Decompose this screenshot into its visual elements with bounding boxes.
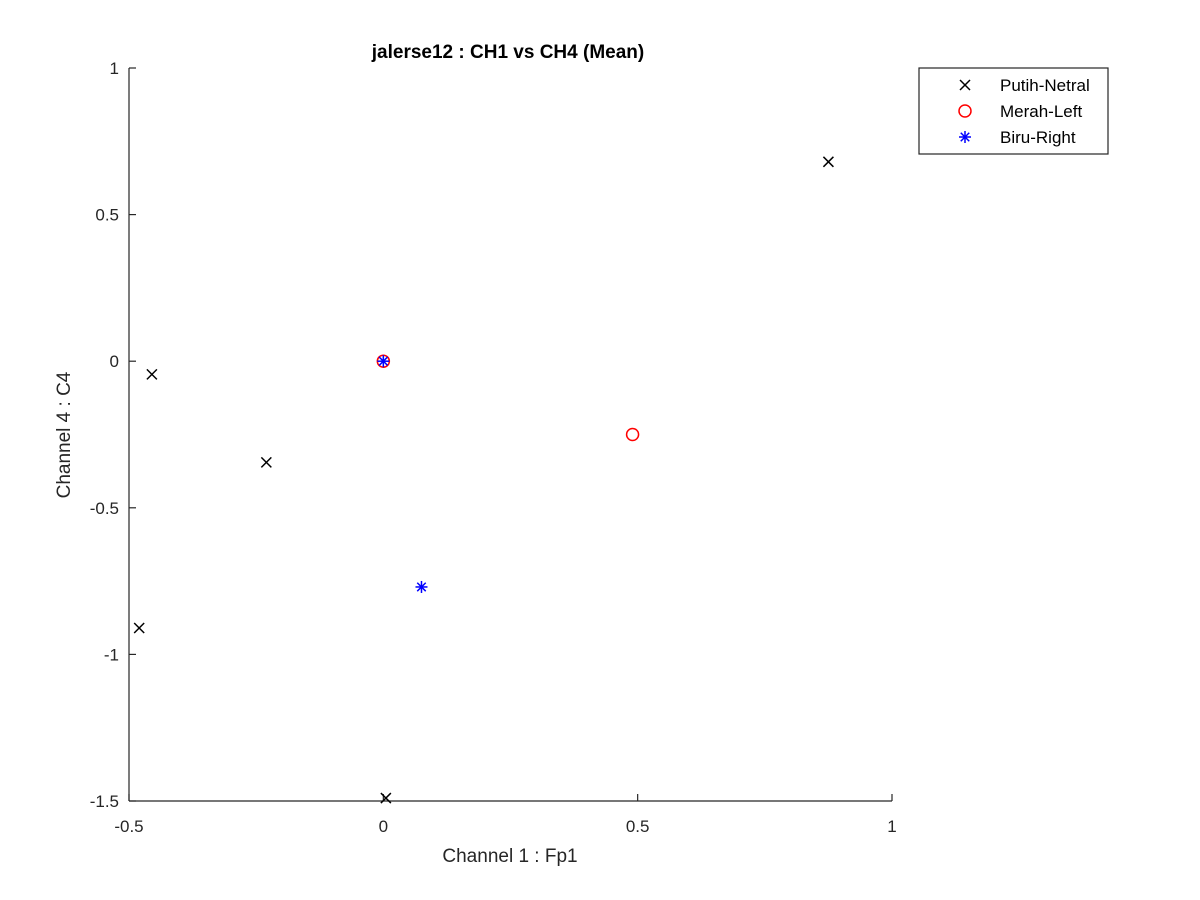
y-tick-label: 0.5 <box>95 206 119 225</box>
legend-marker-putih-netral <box>959 79 971 91</box>
legend: Putih-Netral Merah-Left Biru-Right <box>918 67 1109 155</box>
data-point-biru-right <box>377 355 390 368</box>
y-tick-label: 1 <box>110 59 119 78</box>
data-point-merah-left <box>625 427 640 442</box>
axes <box>128 68 892 802</box>
y-tick-label: 0 <box>110 352 119 371</box>
chart-title: jalerse12 : CH1 vs CH4 (Mean) <box>371 42 644 63</box>
ticks: -0.5 0 0.5 1 -1.5 -1 -0.5 0 0.5 1 <box>90 59 897 836</box>
y-axis-label: Channel 4 : C4 <box>54 371 75 498</box>
legend-marker-biru-right <box>959 131 971 143</box>
legend-label-putih-netral: Putih-Netral <box>1000 76 1090 95</box>
y-tick-label: -1 <box>104 645 119 664</box>
y-tick-label: -0.5 <box>90 499 119 518</box>
legend-marker-merah-left <box>958 104 972 118</box>
legend-label-merah-left: Merah-Left <box>1000 102 1082 121</box>
x-tick-label: 1 <box>887 817 896 836</box>
data-point-putih-netral <box>822 156 834 168</box>
y-tick-label: -1.5 <box>90 792 119 811</box>
legend-box <box>918 67 1109 155</box>
data-point-biru-right <box>415 580 428 593</box>
data-point-putih-netral <box>260 456 272 468</box>
data-point-putih-netral <box>133 622 145 634</box>
legend-items: Putih-Netral Merah-Left Biru-Right <box>958 76 1090 147</box>
data-point-putih-netral <box>380 792 392 804</box>
x-tick-label: 0.5 <box>626 817 650 836</box>
data-point-putih-netral <box>146 368 158 380</box>
data-points <box>133 156 834 804</box>
x-tick-label: 0 <box>379 817 388 836</box>
x-axis-label: Channel 1 : Fp1 <box>442 846 577 867</box>
x-tick-label: -0.5 <box>114 817 143 836</box>
legend-label-biru-right: Biru-Right <box>1000 128 1076 147</box>
